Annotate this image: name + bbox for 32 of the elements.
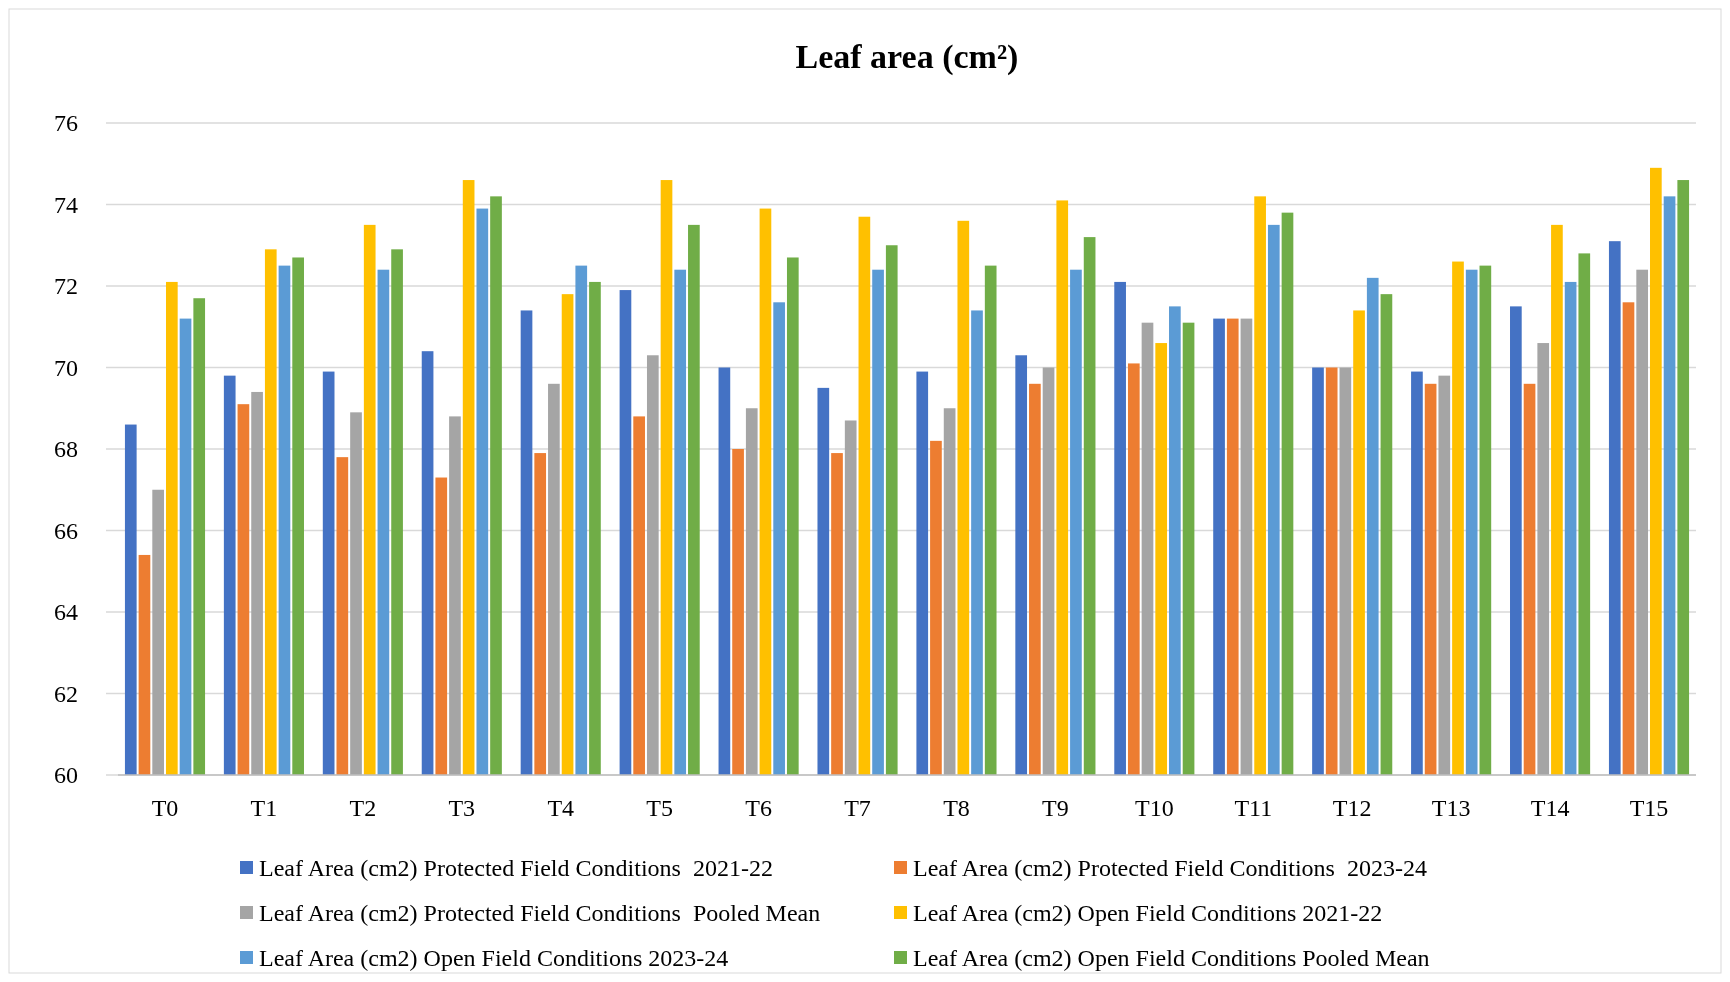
y-tick-label: 60 xyxy=(54,762,78,789)
legend-label: Leaf Area (cm2) Protected Field Conditions Pooled Mean xyxy=(259,900,821,927)
legend-label: Leaf Area (cm2) Protected Field Conditions 2023-24 xyxy=(913,855,1427,882)
x-tick-label: T4 xyxy=(547,795,575,821)
y-tick-label: 72 xyxy=(54,273,78,300)
x-tick-label: T5 xyxy=(646,795,673,821)
x-tick-label: T9 xyxy=(1042,795,1069,821)
y-tick-label: 76 xyxy=(54,110,78,137)
x-tick-label: T0 xyxy=(151,795,179,821)
x-tick-label: T6 xyxy=(745,795,772,821)
x-tick-label: T8 xyxy=(943,795,970,821)
x-tick-label: T11 xyxy=(1234,795,1273,821)
y-tick-label: 64 xyxy=(54,599,78,626)
y-tick-label: 68 xyxy=(54,436,78,463)
x-tick-label: T13 xyxy=(1431,795,1471,821)
x-tick-label: T2 xyxy=(349,795,377,821)
legend-label: Leaf Area (cm2) Open Field Conditions 2023-24 xyxy=(259,945,729,972)
y-tick-label: 66 xyxy=(54,517,78,544)
x-tick-label: T10 xyxy=(1135,795,1174,821)
chart-title: Leaf area (cm²) xyxy=(795,38,1019,76)
y-tick-label: 74 xyxy=(54,191,78,218)
legend-label: Leaf Area (cm2) Open Field Conditions Pooled Mean xyxy=(913,945,1430,972)
x-tick-label: T3 xyxy=(448,795,476,821)
x-tick-label: T14 xyxy=(1530,795,1570,821)
x-tick-label: T15 xyxy=(1629,795,1669,821)
y-tick-label: 70 xyxy=(54,354,78,381)
x-tick-label: T12 xyxy=(1332,795,1372,821)
legend-label: Leaf Area (cm2) Open Field Conditions 2021-22 xyxy=(913,900,1383,927)
x-tick-label: T1 xyxy=(250,795,278,821)
legend-label: Leaf Area (cm2) Protected Field Conditions 2021-22 xyxy=(259,855,773,882)
x-tick-label: T7 xyxy=(844,795,871,821)
y-tick-label: 62 xyxy=(54,680,78,707)
